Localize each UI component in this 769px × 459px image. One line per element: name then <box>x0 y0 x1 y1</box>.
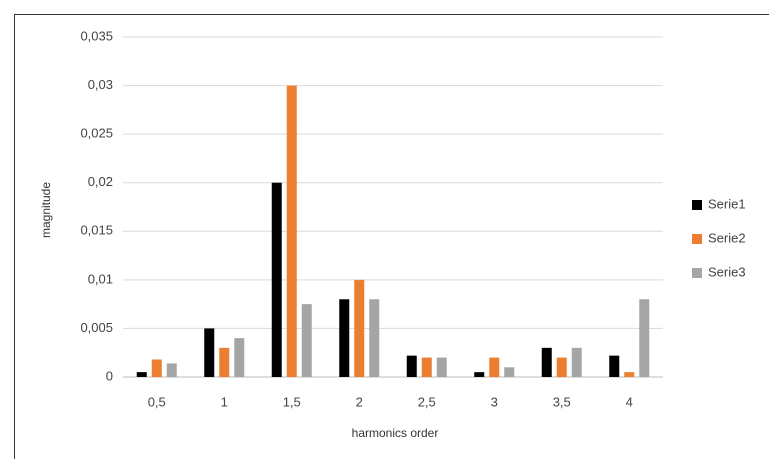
legend-label: Serie3 <box>708 264 746 279</box>
bar <box>609 355 620 377</box>
bar <box>339 299 350 377</box>
bar <box>556 357 567 377</box>
bar <box>406 355 417 377</box>
legend-label: Serie2 <box>708 230 746 245</box>
bar <box>151 359 162 377</box>
bar <box>639 299 650 377</box>
bar <box>421 357 432 377</box>
y-tick-label: 0 <box>106 368 113 383</box>
x-tick-label: 3,5 <box>553 394 571 409</box>
bar <box>571 347 582 377</box>
x-tick-label: 1,5 <box>283 394 301 409</box>
legend-swatch <box>692 234 702 244</box>
bar <box>166 363 177 377</box>
bar <box>624 372 635 377</box>
legend-swatch <box>692 200 702 210</box>
x-axis-label: harmonics order <box>352 426 439 440</box>
bar <box>219 347 230 377</box>
bar <box>271 182 282 377</box>
bar <box>369 299 380 377</box>
legend-label: Serie1 <box>708 196 746 211</box>
y-axis-label: magnitude <box>39 182 53 238</box>
x-tick-label: 2 <box>356 394 363 409</box>
bar <box>204 328 215 377</box>
legend-swatch <box>692 268 702 278</box>
bar <box>504 367 515 377</box>
bar <box>136 372 147 377</box>
y-tick-label: 0,02 <box>88 174 113 189</box>
y-tick-label: 0,015 <box>80 223 113 238</box>
x-tick-label: 1 <box>221 394 228 409</box>
bar <box>301 304 312 377</box>
bar <box>474 372 485 377</box>
x-tick-label: 2,5 <box>418 394 436 409</box>
bar <box>286 85 297 378</box>
bar <box>234 338 245 377</box>
y-tick-label: 0,01 <box>88 271 113 286</box>
bar <box>354 279 365 377</box>
x-tick-label: 4 <box>626 394 633 409</box>
x-tick-label: 3 <box>491 394 498 409</box>
x-tick-label: 0,5 <box>148 394 166 409</box>
bar <box>436 357 447 377</box>
chart-frame <box>14 14 769 459</box>
y-tick-label: 0,025 <box>80 126 113 141</box>
bar <box>541 347 552 377</box>
y-tick-label: 0,03 <box>88 77 113 92</box>
bar <box>489 357 500 377</box>
y-tick-label: 0,005 <box>80 320 113 335</box>
y-tick-label: 0,035 <box>80 28 113 43</box>
